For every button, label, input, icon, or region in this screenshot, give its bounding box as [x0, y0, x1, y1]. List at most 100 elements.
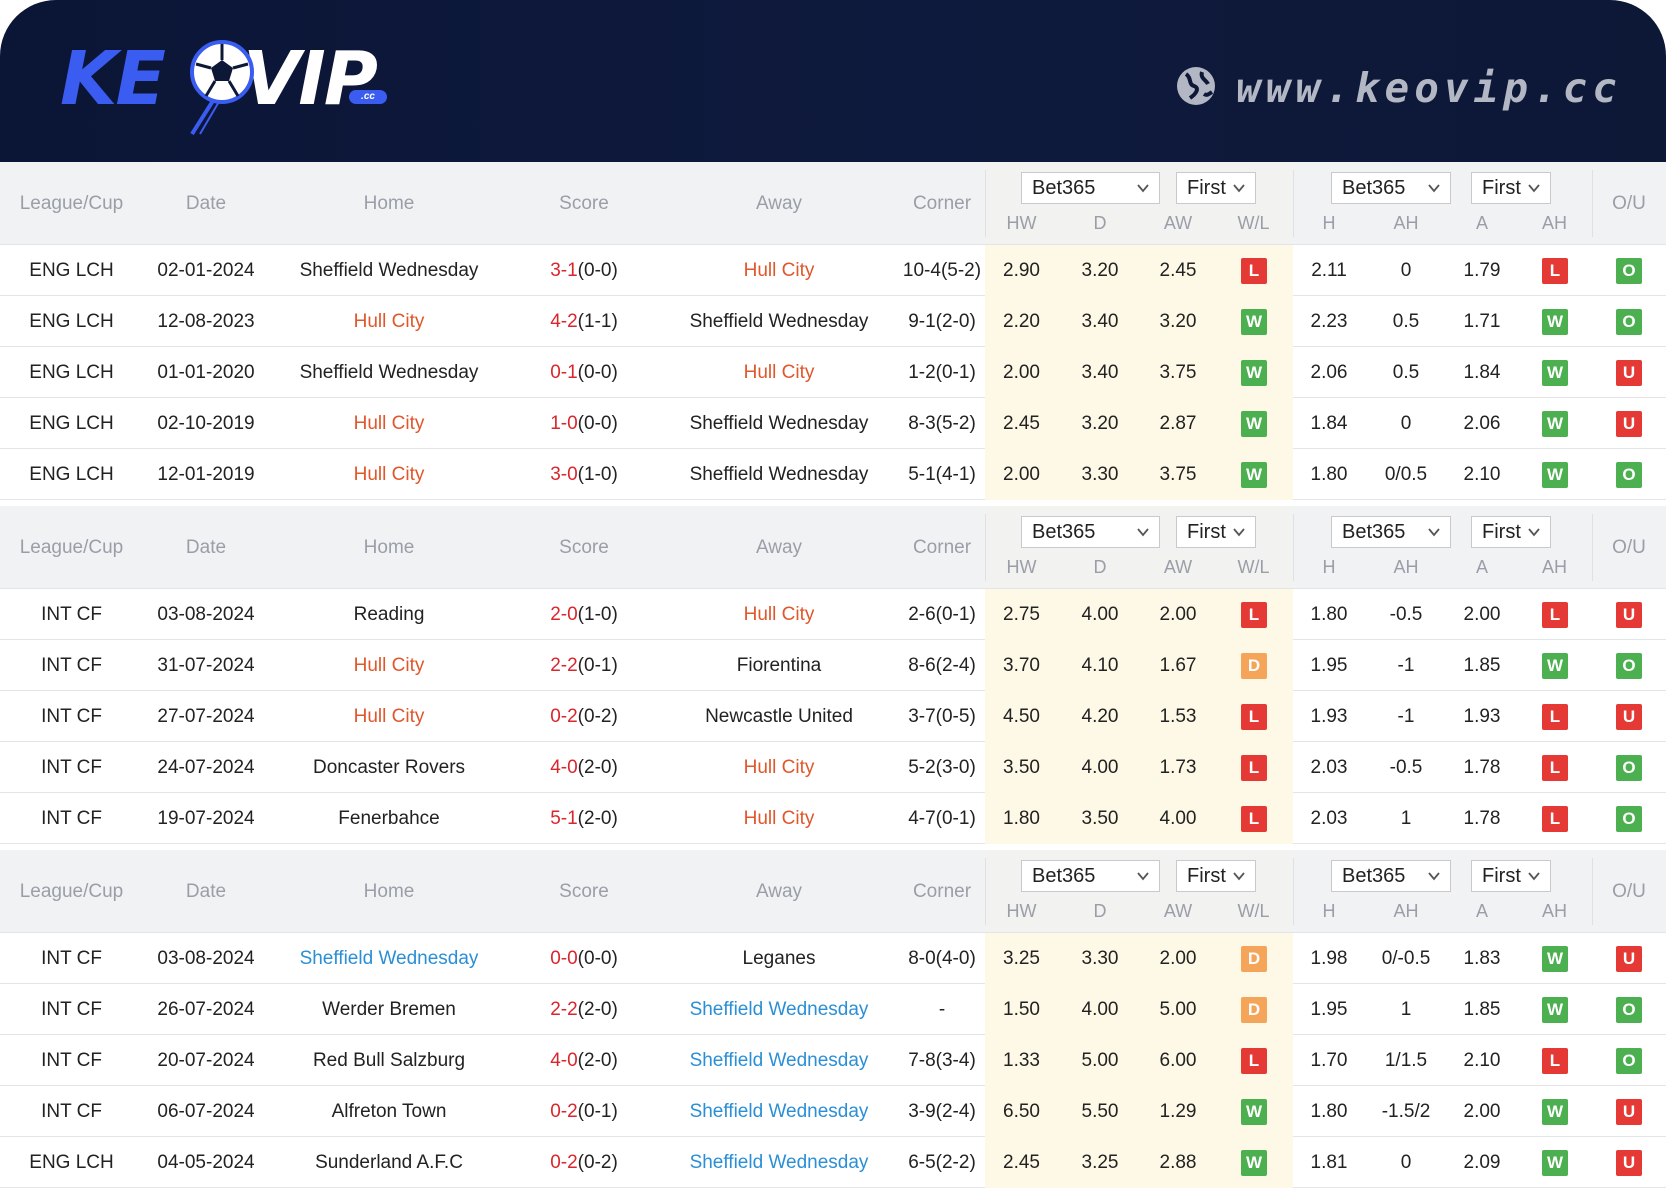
away-team-cell[interactable]: Sheffield Wednesday — [689, 413, 869, 434]
league-cell[interactable]: INT CF — [41, 1101, 102, 1122]
table-row[interactable]: INT CF 31-07-2024 Hull City 2-2(0-1) Fiorent… — [0, 640, 1666, 691]
league-cell[interactable]: ENG LCH — [29, 260, 114, 281]
table-row[interactable]: ENG LCH 12-01-2019 Hull City 3-0(1-0) Sheffi… — [0, 449, 1666, 500]
home-team-cell[interactable]: Hull City — [353, 413, 425, 434]
handicap-result-badge: W — [1542, 1099, 1568, 1125]
score-cell[interactable]: 1-0(0-0) — [509, 398, 659, 449]
away-team-cell[interactable]: Sheffield Wednesday — [689, 1152, 869, 1173]
league-cell[interactable]: ENG LCH — [29, 413, 114, 434]
table-header: League/Cup Date Home Score Away Corner O/U HW D A… — [0, 162, 1666, 245]
column-header-away: Away — [755, 537, 803, 558]
ah-company-select[interactable]: Bet365 — [1331, 172, 1451, 204]
odds-period-select[interactable]: First — [1176, 172, 1256, 204]
league-cell[interactable]: INT CF — [41, 757, 102, 778]
home-team-cell[interactable]: Hull City — [353, 706, 425, 727]
score-cell[interactable]: 3-0(1-0) — [509, 449, 659, 500]
home-team-cell[interactable]: Hull City — [353, 464, 425, 485]
table-row[interactable]: INT CF 24-07-2024 Doncaster Rovers 4-0(2-0)… — [0, 742, 1666, 793]
ah-company-select[interactable]: Bet365 — [1331, 860, 1451, 892]
table-row[interactable]: ENG LCH 01-01-2020 Sheffield Wednesday 0-1(… — [0, 347, 1666, 398]
over-under-badge: U — [1616, 704, 1642, 730]
league-cell[interactable]: INT CF — [41, 655, 102, 676]
odds-company-select[interactable]: Bet365 — [1021, 860, 1160, 892]
league-cell[interactable]: INT CF — [41, 604, 102, 625]
score-cell[interactable]: 2-2(0-1) — [509, 640, 659, 691]
away-team-cell[interactable]: Hull City — [743, 362, 815, 383]
odds-period-select[interactable]: First — [1176, 516, 1256, 548]
away-team-cell[interactable]: Sheffield Wednesday — [689, 1050, 869, 1071]
score-cell[interactable]: 4-0(2-0) — [509, 742, 659, 793]
league-cell[interactable]: ENG LCH — [29, 1152, 114, 1173]
column-header-hw: HW — [1006, 557, 1037, 577]
home-team-cell[interactable]: Hull City — [353, 655, 425, 676]
away-team-cell[interactable]: Newcastle United — [705, 706, 853, 727]
home-team-cell[interactable]: Hull City — [353, 311, 425, 332]
score-cell[interactable]: 5-1(2-0) — [509, 793, 659, 844]
away-team-cell[interactable]: Sheffield Wednesday — [689, 999, 869, 1020]
site-url[interactable]: www.keovip.cc — [1174, 60, 1622, 116]
home-team-cell[interactable]: Sheffield Wednesday — [299, 260, 479, 281]
away-team-cell[interactable]: Hull City — [743, 808, 815, 829]
score-cell[interactable]: 0-1(0-0) — [509, 347, 659, 398]
away-team-cell[interactable]: Leganes — [742, 948, 816, 969]
league-cell[interactable]: INT CF — [41, 808, 102, 829]
table-row[interactable]: INT CF 03-08-2024 Reading 2-0(1-0) Hull City… — [0, 589, 1666, 640]
odds-period-select[interactable]: First — [1176, 860, 1256, 892]
league-cell[interactable]: INT CF — [41, 1050, 102, 1071]
league-cell[interactable]: INT CF — [41, 948, 102, 969]
league-cell[interactable]: ENG LCH — [29, 362, 114, 383]
away-team-cell[interactable]: Sheffield Wednesday — [689, 464, 869, 485]
handicap-away-odds: 2.09 — [1463, 1152, 1501, 1173]
home-team-cell[interactable]: Werder Bremen — [322, 999, 456, 1020]
away-team-cell[interactable]: Hull City — [743, 757, 815, 778]
score-cell[interactable]: 0-2(0-1) — [509, 1086, 659, 1137]
league-cell[interactable]: ENG LCH — [29, 311, 114, 332]
away-team-cell[interactable]: Hull City — [743, 260, 815, 281]
over-under-badge: O — [1616, 997, 1642, 1023]
ah-period-select[interactable]: First — [1471, 516, 1551, 548]
table-row[interactable]: ENG LCH 02-10-2019 Hull City 1-0(0-0) Sheffi… — [0, 398, 1666, 449]
away-team-cell[interactable]: Sheffield Wednesday — [689, 1101, 869, 1122]
home-team-cell[interactable]: Reading — [353, 604, 425, 625]
score-cell[interactable]: 2-2(2-0) — [509, 984, 659, 1035]
over-under-badge: O — [1616, 258, 1642, 284]
home-team-cell[interactable]: Sheffield Wednesday — [299, 948, 479, 969]
away-team-cell[interactable]: Hull City — [743, 604, 815, 625]
home-team-cell[interactable]: Alfreton Town — [331, 1101, 447, 1122]
column-header-hw: HW — [1006, 901, 1037, 921]
league-cell[interactable]: INT CF — [41, 706, 102, 727]
draw-odds: 5.50 — [1081, 1101, 1119, 1122]
score-cell[interactable]: 3-1(0-0) — [509, 245, 659, 296]
table-row[interactable]: INT CF 03-08-2024 Sheffield Wednesday 0-0(0… — [0, 933, 1666, 984]
table-row[interactable]: INT CF 26-07-2024 Werder Bremen 2-2(2-0) She… — [0, 984, 1666, 1035]
over-under-badge: U — [1616, 411, 1642, 437]
table-row[interactable]: ENG LCH 02-01-2024 Sheffield Wednesday 3-1(… — [0, 245, 1666, 296]
score-cell[interactable]: 4-2(1-1) — [509, 296, 659, 347]
score-cell[interactable]: 0-2(0-2) — [509, 1137, 659, 1188]
table-row[interactable]: INT CF 20-07-2024 Red Bull Salzburg 4-0(2-0… — [0, 1035, 1666, 1086]
score-cell[interactable]: 0-0(0-0) — [509, 933, 659, 984]
away-team-cell[interactable]: Sheffield Wednesday — [689, 311, 869, 332]
score-cell[interactable]: 2-0(1-0) — [509, 589, 659, 640]
keovip-logo[interactable]: KE VIP .cc — [60, 34, 405, 140]
score-cell[interactable]: 4-0(2-0) — [509, 1035, 659, 1086]
ah-company-select[interactable]: Bet365 — [1331, 516, 1451, 548]
odds-company-select[interactable]: Bet365 — [1021, 172, 1160, 204]
table-row[interactable]: ENG LCH 12-08-2023 Hull City 4-2(1-1) Sheffi… — [0, 296, 1666, 347]
table-row[interactable]: INT CF 06-07-2024 Alfreton Town 0-2(0-1) She… — [0, 1086, 1666, 1137]
table-row[interactable]: INT CF 19-07-2024 Fenerbahce 5-1(2-0) Hull C… — [0, 793, 1666, 844]
table-row[interactable]: ENG LCH 04-05-2024 Sunderland A.F.C 0-2(0-2… — [0, 1137, 1666, 1188]
odds-company-select[interactable]: Bet365 — [1021, 516, 1160, 548]
home-team-cell[interactable]: Fenerbahce — [338, 808, 440, 829]
league-cell[interactable]: ENG LCH — [29, 464, 114, 485]
table-row[interactable]: INT CF 27-07-2024 Hull City 0-2(0-2) Newcast… — [0, 691, 1666, 742]
home-team-cell[interactable]: Sunderland A.F.C — [315, 1152, 463, 1173]
score-cell[interactable]: 0-2(0-2) — [509, 691, 659, 742]
ah-period-select[interactable]: First — [1471, 172, 1551, 204]
league-cell[interactable]: INT CF — [41, 999, 102, 1020]
away-team-cell[interactable]: Fiorentina — [736, 655, 822, 676]
home-team-cell[interactable]: Red Bull Salzburg — [312, 1050, 466, 1071]
home-team-cell[interactable]: Sheffield Wednesday — [299, 362, 479, 383]
ah-period-select[interactable]: First — [1471, 860, 1551, 892]
home-team-cell[interactable]: Doncaster Rovers — [312, 757, 466, 778]
